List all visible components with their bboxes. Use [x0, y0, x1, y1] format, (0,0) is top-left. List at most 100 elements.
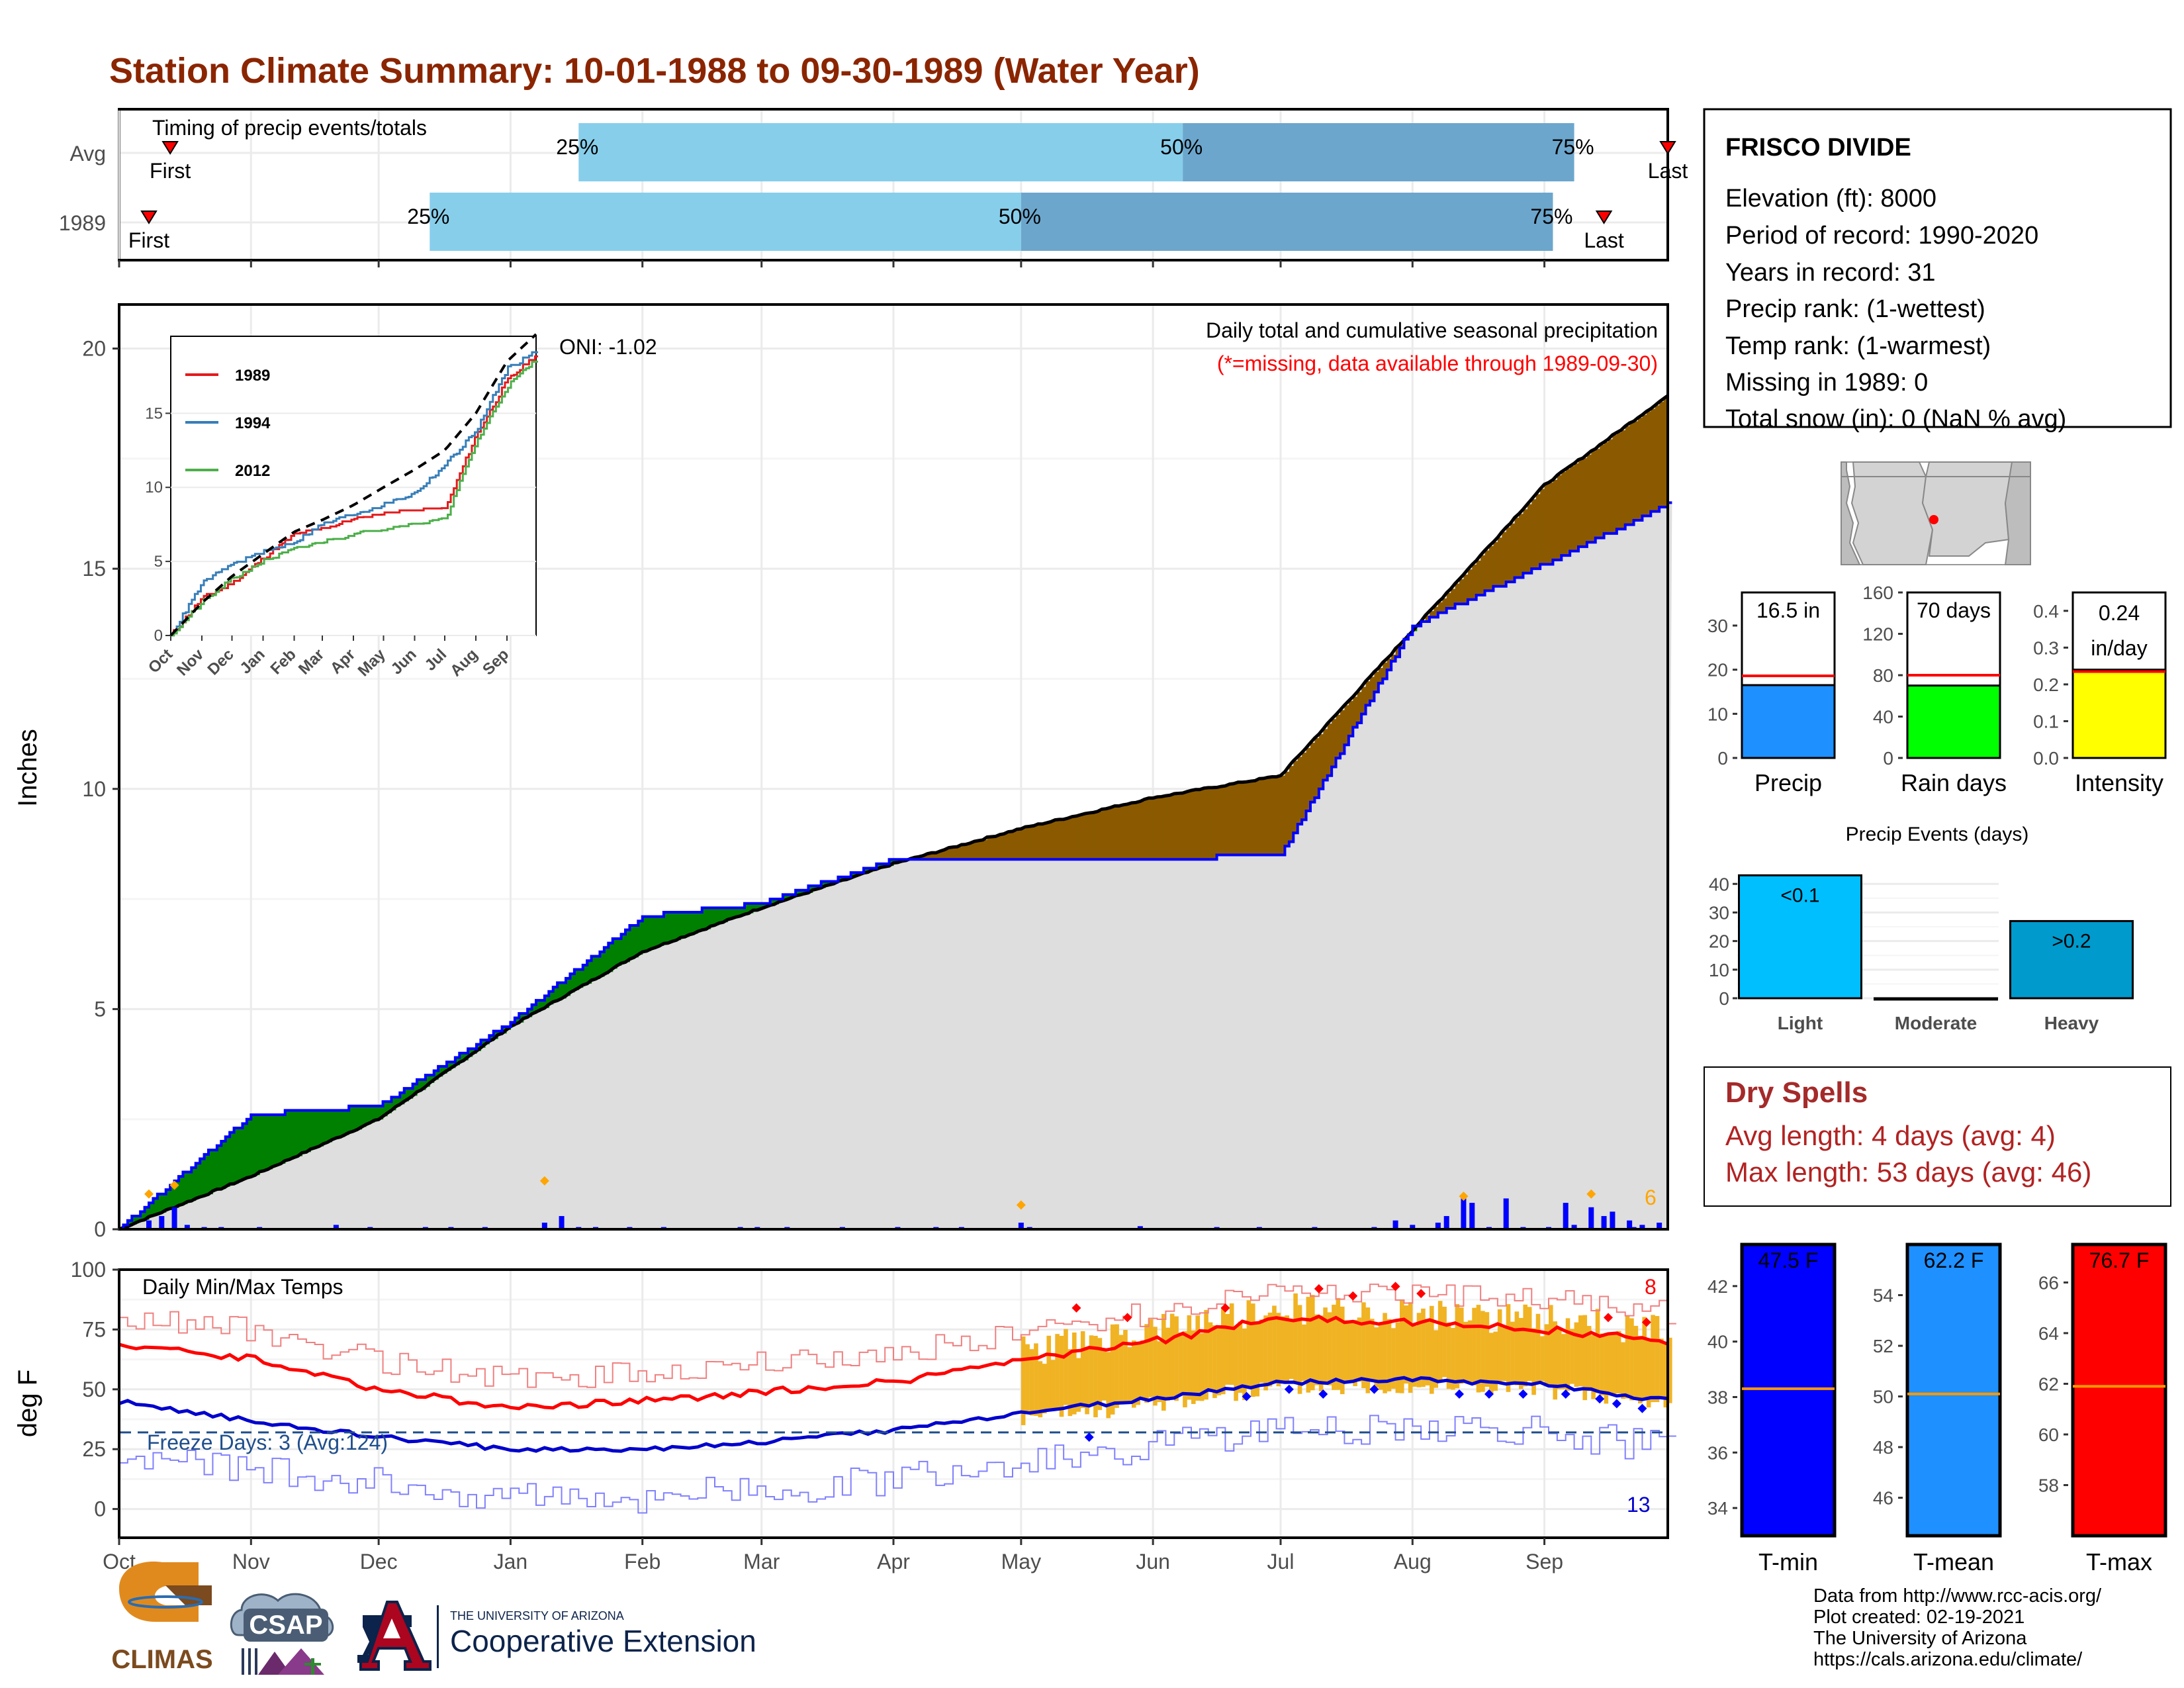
above-average-fill — [596, 956, 601, 979]
below-average-fill — [1080, 814, 1085, 860]
daily-temp-range-bar — [1651, 1315, 1655, 1403]
daily-temp-range-bar — [1616, 1331, 1621, 1393]
above-average-fill — [323, 1110, 328, 1144]
below-average-fill — [1318, 734, 1324, 789]
above-average-fill — [306, 1110, 311, 1152]
daily-precip-bar — [1627, 1220, 1633, 1229]
daily-temp-range-bar — [1332, 1304, 1336, 1390]
above-average-fill — [132, 1216, 137, 1225]
last-label: Last — [1584, 228, 1624, 252]
below-average-fill — [1361, 686, 1367, 714]
daily-temp-range-bar — [1221, 1307, 1226, 1395]
above-average-fill — [302, 1110, 307, 1153]
last-event-marker — [1595, 211, 1613, 224]
above-average-fill — [578, 969, 584, 988]
daily-precip-bar — [1018, 1223, 1024, 1229]
timing-bar-50-75 — [1021, 193, 1553, 251]
below-average-fill — [1323, 729, 1328, 780]
daily-temp-range-bar — [1340, 1306, 1345, 1395]
temp-bar-y-label: 66 — [2038, 1272, 2059, 1293]
temp-bar-y-label: 36 — [1707, 1442, 1728, 1463]
daily-temp-range-bar — [1314, 1314, 1320, 1385]
daily-temp-range-bar — [1229, 1303, 1234, 1385]
timing-label-75: 75% — [1552, 135, 1594, 159]
daily-precip-bar — [1461, 1198, 1467, 1229]
precip-subtitle: Daily total and cumulative seasonal prec… — [1206, 318, 1658, 342]
daily-temp-range-bar — [1106, 1352, 1111, 1419]
above-average-fill — [221, 1141, 226, 1190]
daily-temp-range-bar — [1195, 1315, 1201, 1401]
daily-temp-range-bar — [1467, 1320, 1473, 1383]
above-average-fill — [723, 908, 728, 923]
daily-temp-range-bar — [1208, 1322, 1213, 1392]
inset-series-1994 — [171, 351, 539, 635]
below-average-fill — [1544, 484, 1549, 565]
below-average-fill — [1216, 787, 1222, 855]
above-average-fill — [693, 912, 698, 934]
below-average-fill — [1378, 668, 1383, 684]
below-average-fill — [1106, 808, 1111, 860]
below-average-fill — [1293, 761, 1298, 833]
above-average-fill — [651, 916, 656, 949]
below-average-fill — [1663, 399, 1668, 508]
summary-y-label: 160 — [1862, 583, 1893, 603]
below-average-fill — [1195, 789, 1201, 860]
station-snow: Total snow (in): 0 (NaN % avg) — [1725, 405, 2066, 433]
footer-created: Plot created: 02-19-2021 — [1813, 1607, 2025, 1628]
timing-bar-25-50 — [430, 193, 1021, 251]
below-average-fill — [1357, 692, 1362, 723]
above-average-fill — [255, 1115, 260, 1176]
timing-label: Timing of precip events/totals — [152, 116, 427, 140]
below-average-fill — [1289, 766, 1294, 842]
below-average-fill — [1076, 816, 1081, 860]
events-category-label: Heavy — [2044, 1013, 2099, 1033]
below-average-fill — [1348, 700, 1353, 736]
observed-cumulative-line — [119, 501, 1672, 1231]
record-high-marker — [1314, 1284, 1324, 1293]
temp-bar-y-label: 38 — [1707, 1387, 1728, 1407]
above-average-fill — [379, 1105, 384, 1120]
above-average-fill — [161, 1194, 167, 1213]
above-average-fill — [600, 951, 605, 977]
above-average-fill — [582, 964, 588, 985]
below-average-fill — [1582, 458, 1588, 547]
daily-temp-range-bar — [1318, 1315, 1324, 1391]
above-average-fill — [540, 1000, 545, 1010]
daily-temp-range-bar — [1497, 1309, 1502, 1383]
precip-y-tick-label: 5 — [94, 997, 106, 1021]
below-average-fill — [1178, 793, 1183, 860]
record-max-line — [119, 1284, 1676, 1388]
above-average-fill — [557, 982, 563, 1001]
below-average-fill — [1008, 831, 1013, 860]
daily-temp-range-bar — [1446, 1322, 1451, 1389]
summary-y-label: 30 — [1707, 616, 1728, 636]
below-average-fill — [1276, 776, 1281, 855]
above-average-fill — [782, 894, 788, 901]
daily-temp-range-bar — [1416, 1313, 1422, 1387]
below-average-fill — [1238, 782, 1243, 855]
above-average-fill — [447, 1062, 452, 1071]
daily-temp-range-bar — [1612, 1334, 1617, 1394]
summary-y-label: 20 — [1707, 660, 1728, 680]
record-high-marker — [1220, 1303, 1230, 1313]
above-average-fill — [749, 903, 754, 914]
below-average-fill — [983, 839, 988, 860]
daily-temp-range-bar — [1293, 1293, 1298, 1382]
below-average-fill — [1140, 801, 1145, 860]
daily-temp-range-bar — [1212, 1325, 1217, 1398]
temp-bar-value-tmax: 76.7 F — [2089, 1248, 2150, 1272]
above-average-fill — [319, 1110, 324, 1147]
daily-temp-range-bar — [1072, 1332, 1077, 1415]
above-average-fill — [647, 916, 652, 951]
below-average-fill — [1476, 560, 1481, 596]
below-average-fill — [1353, 696, 1358, 727]
daily-temp-range-bar — [1297, 1305, 1302, 1394]
daily-temp-range-bar — [1059, 1335, 1064, 1417]
above-average-fill — [276, 1115, 281, 1166]
below-average-fill — [1110, 807, 1115, 860]
dry-max: Max length: 53 days (avg: 46) — [1725, 1156, 2091, 1188]
daily-precip-bar — [559, 1216, 565, 1229]
station-temp-rank: Temp rank: (1-warmest) — [1725, 332, 1991, 360]
daily-temp-range-bar — [1174, 1316, 1179, 1401]
below-average-fill — [1608, 439, 1614, 534]
